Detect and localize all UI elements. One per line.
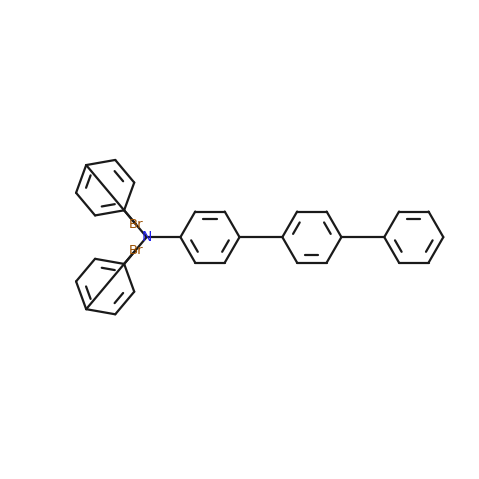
Text: N: N (141, 230, 152, 244)
Text: Br: Br (128, 217, 143, 231)
Text: Br: Br (128, 243, 143, 257)
